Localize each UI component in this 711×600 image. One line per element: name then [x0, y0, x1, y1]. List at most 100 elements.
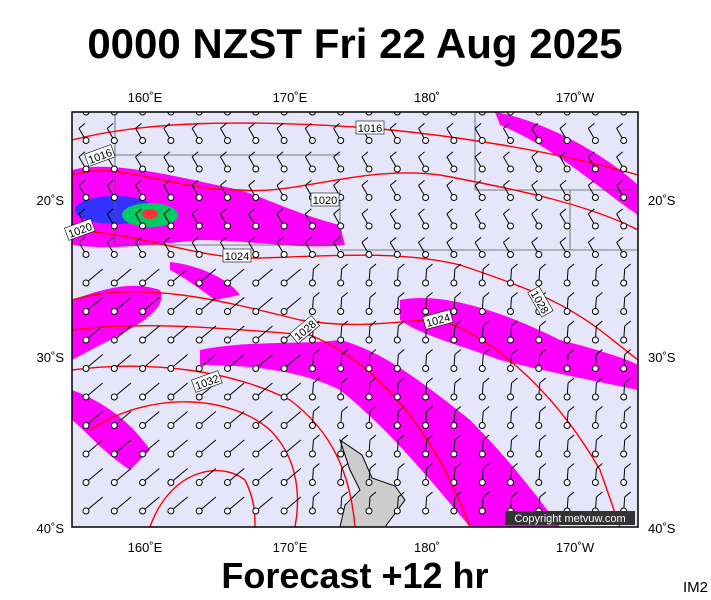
barb-station: [167, 279, 175, 287]
latitude-label: 40˚S: [37, 521, 65, 536]
barb-station: [507, 251, 514, 258]
barb-flag: [511, 263, 518, 270]
barb-flag: [209, 468, 217, 474]
barb-flag: [163, 180, 171, 186]
barb-flag: [333, 151, 340, 158]
barb-station: [167, 308, 175, 315]
barb-station: [139, 336, 147, 344]
barb-flag: [567, 320, 575, 327]
barb-station: [82, 137, 90, 144]
barb-flag: [397, 434, 405, 441]
isobar-label-box: [84, 144, 116, 167]
barb-flag: [333, 123, 340, 129]
barb-station: [110, 222, 118, 230]
barb-flag: [624, 434, 632, 441]
barb-station: [450, 308, 458, 315]
barb-flag: [209, 411, 217, 417]
barb-station: [110, 279, 118, 287]
barb-flag: [447, 95, 453, 100]
barb-station: [224, 279, 231, 287]
barb-flag: [191, 180, 199, 186]
barb-station: [337, 393, 345, 401]
barb-flag: [475, 95, 481, 100]
barb-station: [167, 393, 175, 401]
barb-station: [110, 393, 118, 401]
barb-flag: [567, 263, 575, 270]
barb-station: [478, 222, 486, 230]
barb-station: [393, 336, 401, 344]
barb-station: [507, 194, 514, 201]
barb-flag: [96, 354, 104, 360]
barb-flag: [539, 263, 547, 270]
barb-station: [422, 222, 430, 230]
barb-flag: [361, 151, 369, 158]
barb-station: [563, 308, 571, 315]
barb-flag: [503, 95, 509, 100]
barb-station: [195, 507, 203, 515]
barb-flag: [152, 468, 160, 474]
barb-flag: [266, 439, 273, 446]
barb-station: [110, 365, 118, 372]
barb-station: [563, 279, 571, 287]
copyright: Copyright metvuw.com: [514, 513, 625, 525]
barb-flag: [209, 325, 217, 332]
barb-flag: [369, 491, 377, 498]
barb-station: [82, 507, 90, 515]
barb-station: [393, 137, 401, 144]
barb-flag: [559, 180, 567, 186]
barb-flag: [209, 439, 217, 446]
barb-station: [591, 137, 599, 144]
isobar-label: 1020: [310, 192, 340, 207]
barb-station: [365, 479, 373, 486]
barb-station: [563, 450, 571, 458]
barb-station: [195, 365, 203, 372]
barb-flag: [362, 95, 368, 100]
barb-station: [563, 393, 571, 401]
barb-flag: [559, 208, 567, 215]
barb-station: [422, 137, 430, 144]
barb-flag: [305, 208, 312, 215]
barb-station: [252, 251, 260, 258]
barb-flag: [96, 411, 104, 417]
barb-flag: [482, 406, 490, 412]
barb-station: [195, 222, 203, 230]
barb-station: [393, 308, 401, 315]
barb-station: [563, 194, 571, 201]
barb-station: [620, 450, 628, 458]
barb-flag: [426, 491, 433, 498]
barb-station: [591, 194, 599, 201]
barb-flag: [152, 382, 160, 389]
barb-station: [280, 507, 288, 515]
barb-flag: [266, 468, 273, 474]
barb-station: [365, 450, 373, 458]
barb-station: [620, 194, 628, 201]
barb: [198, 112, 200, 113]
barb-flag: [389, 123, 397, 129]
isobar-label-text: 1016: [358, 123, 382, 135]
barb-flag: [163, 208, 171, 215]
barb-station: [82, 422, 90, 429]
map-area: [72, 95, 638, 527]
barb-flag: [124, 496, 132, 503]
barb: [453, 112, 454, 113]
barb-station: [620, 137, 628, 144]
barb-flag: [426, 292, 433, 298]
barb-flag: [616, 237, 623, 243]
barb-flag: [266, 496, 273, 503]
barb-flag: [624, 377, 632, 384]
barb-flag: [266, 325, 273, 332]
barb-flag: [482, 292, 490, 298]
barb-flag: [313, 434, 320, 441]
barb-flag: [624, 349, 632, 355]
barb-station: [224, 422, 231, 429]
barb-flag: [624, 463, 632, 469]
barb-station: [450, 507, 458, 515]
barb-flag: [426, 377, 433, 384]
barb-station: [167, 336, 175, 344]
barb-station: [110, 479, 118, 486]
map-title: 0000 NZST Fri 22 Aug 2025: [87, 20, 622, 67]
barb-flag: [624, 491, 632, 498]
barb-flag: [390, 95, 396, 100]
barb-flag: [333, 237, 340, 243]
barb-station: [139, 450, 147, 458]
